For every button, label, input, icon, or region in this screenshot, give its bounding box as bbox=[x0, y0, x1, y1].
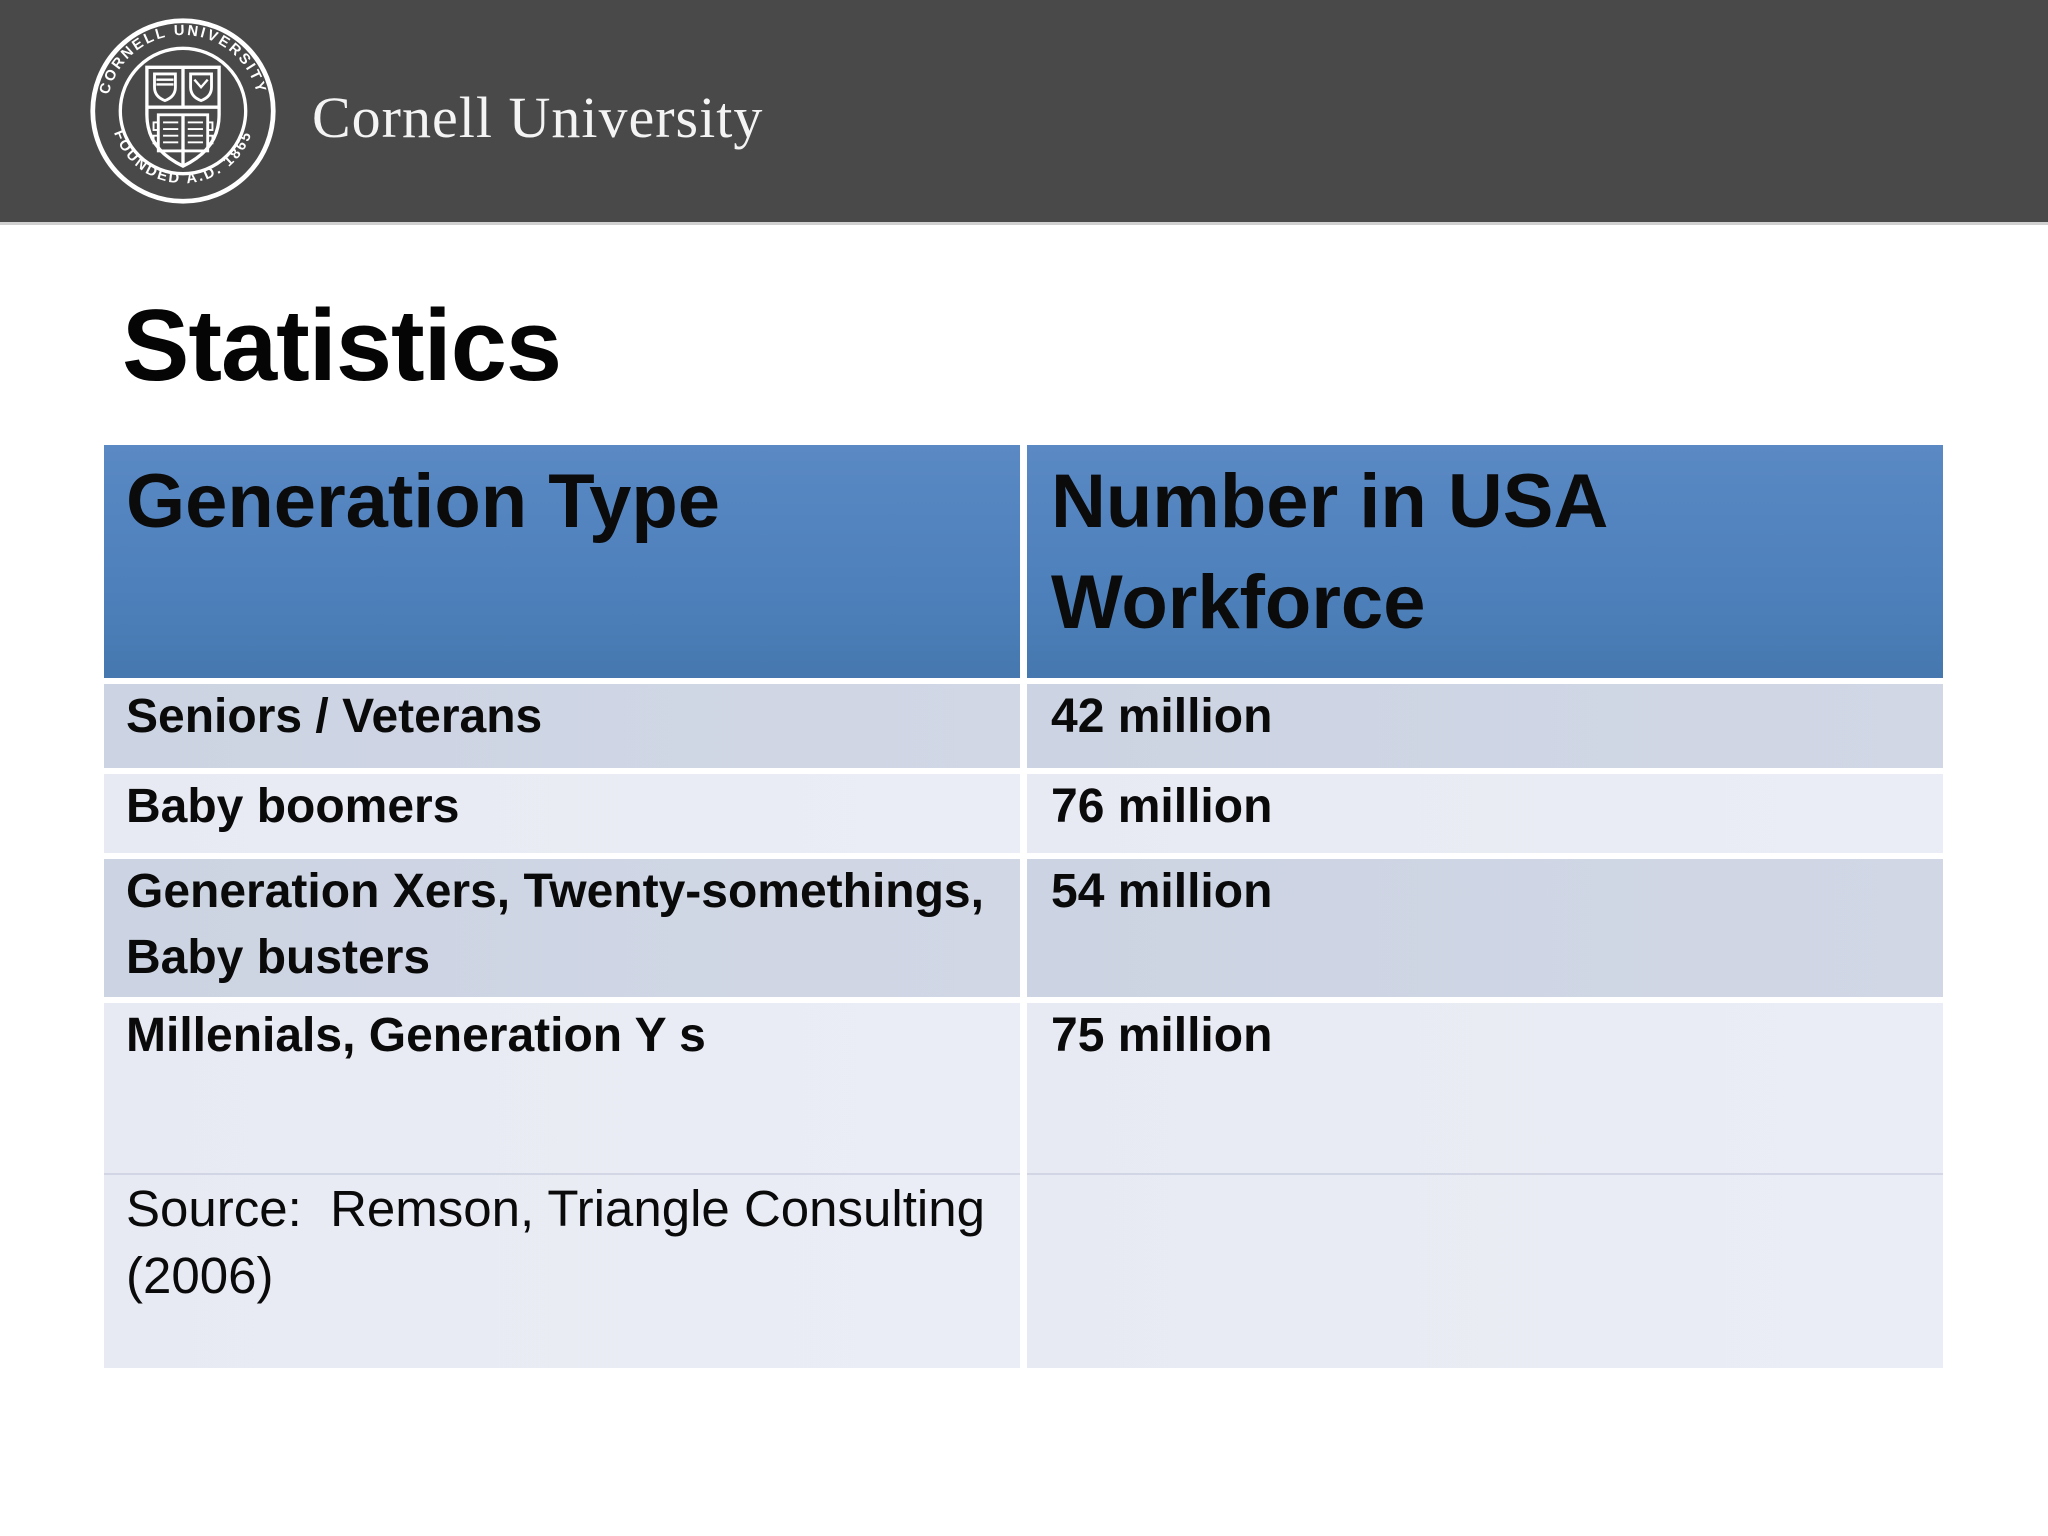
column-divider bbox=[1020, 1003, 1027, 1173]
seal-inner-ring bbox=[118, 46, 248, 176]
number-cell: 75 million bbox=[1027, 1003, 1943, 1173]
cornell-header-bar: CORNELL UNIVERSITY FOUNDED A.D. 1865 bbox=[0, 0, 2048, 225]
number-cell: 42 million bbox=[1027, 684, 1943, 768]
generation-cell: Millenials, Generation Y s bbox=[104, 1003, 1020, 1173]
number-cell: 76 million bbox=[1027, 774, 1943, 853]
number-cell-empty bbox=[1027, 1173, 1943, 1368]
column-divider bbox=[1020, 774, 1027, 853]
seal-shield bbox=[145, 65, 221, 168]
column-divider bbox=[1020, 1173, 1027, 1368]
table-header-row: Generation Type Number in USA Workforce bbox=[104, 445, 1943, 678]
table-row-baby-boomers: Baby boomers 76 million bbox=[104, 774, 1943, 853]
column-header-number-in-usa-workforce: Number in USA Workforce bbox=[1027, 445, 1943, 678]
generation-cell: Generation Xers, Twenty-somethings, Baby… bbox=[104, 859, 1020, 997]
generation-cell: Seniors / Veterans bbox=[104, 684, 1020, 768]
page-title: Statistics bbox=[122, 290, 562, 402]
cornell-wordmark: Cornell University bbox=[312, 84, 764, 150]
column-header-generation-type: Generation Type bbox=[104, 445, 1020, 678]
column-divider bbox=[1020, 859, 1027, 997]
cornell-seal-icon: CORNELL UNIVERSITY FOUNDED A.D. 1865 bbox=[90, 18, 276, 204]
source-citation: Source: Remson, Triangle Consulting (200… bbox=[104, 1173, 1020, 1368]
number-cell: 54 million bbox=[1027, 859, 1943, 997]
column-divider bbox=[1020, 684, 1027, 768]
generation-cell: Baby boomers bbox=[104, 774, 1020, 853]
column-divider bbox=[1020, 445, 1027, 678]
table-row-seniors-veterans: Seniors / Veterans 42 million bbox=[104, 684, 1943, 768]
table-row-source: Source: Remson, Triangle Consulting (200… bbox=[104, 1173, 1943, 1368]
table-row-generation-xers: Generation Xers, Twenty-somethings, Baby… bbox=[104, 859, 1943, 997]
table-row-millenials: Millenials, Generation Y s 75 million bbox=[104, 1003, 1943, 1173]
seal-outer-ring bbox=[90, 18, 276, 204]
statistics-table: Generation Type Number in USA Workforce … bbox=[104, 445, 1943, 1368]
